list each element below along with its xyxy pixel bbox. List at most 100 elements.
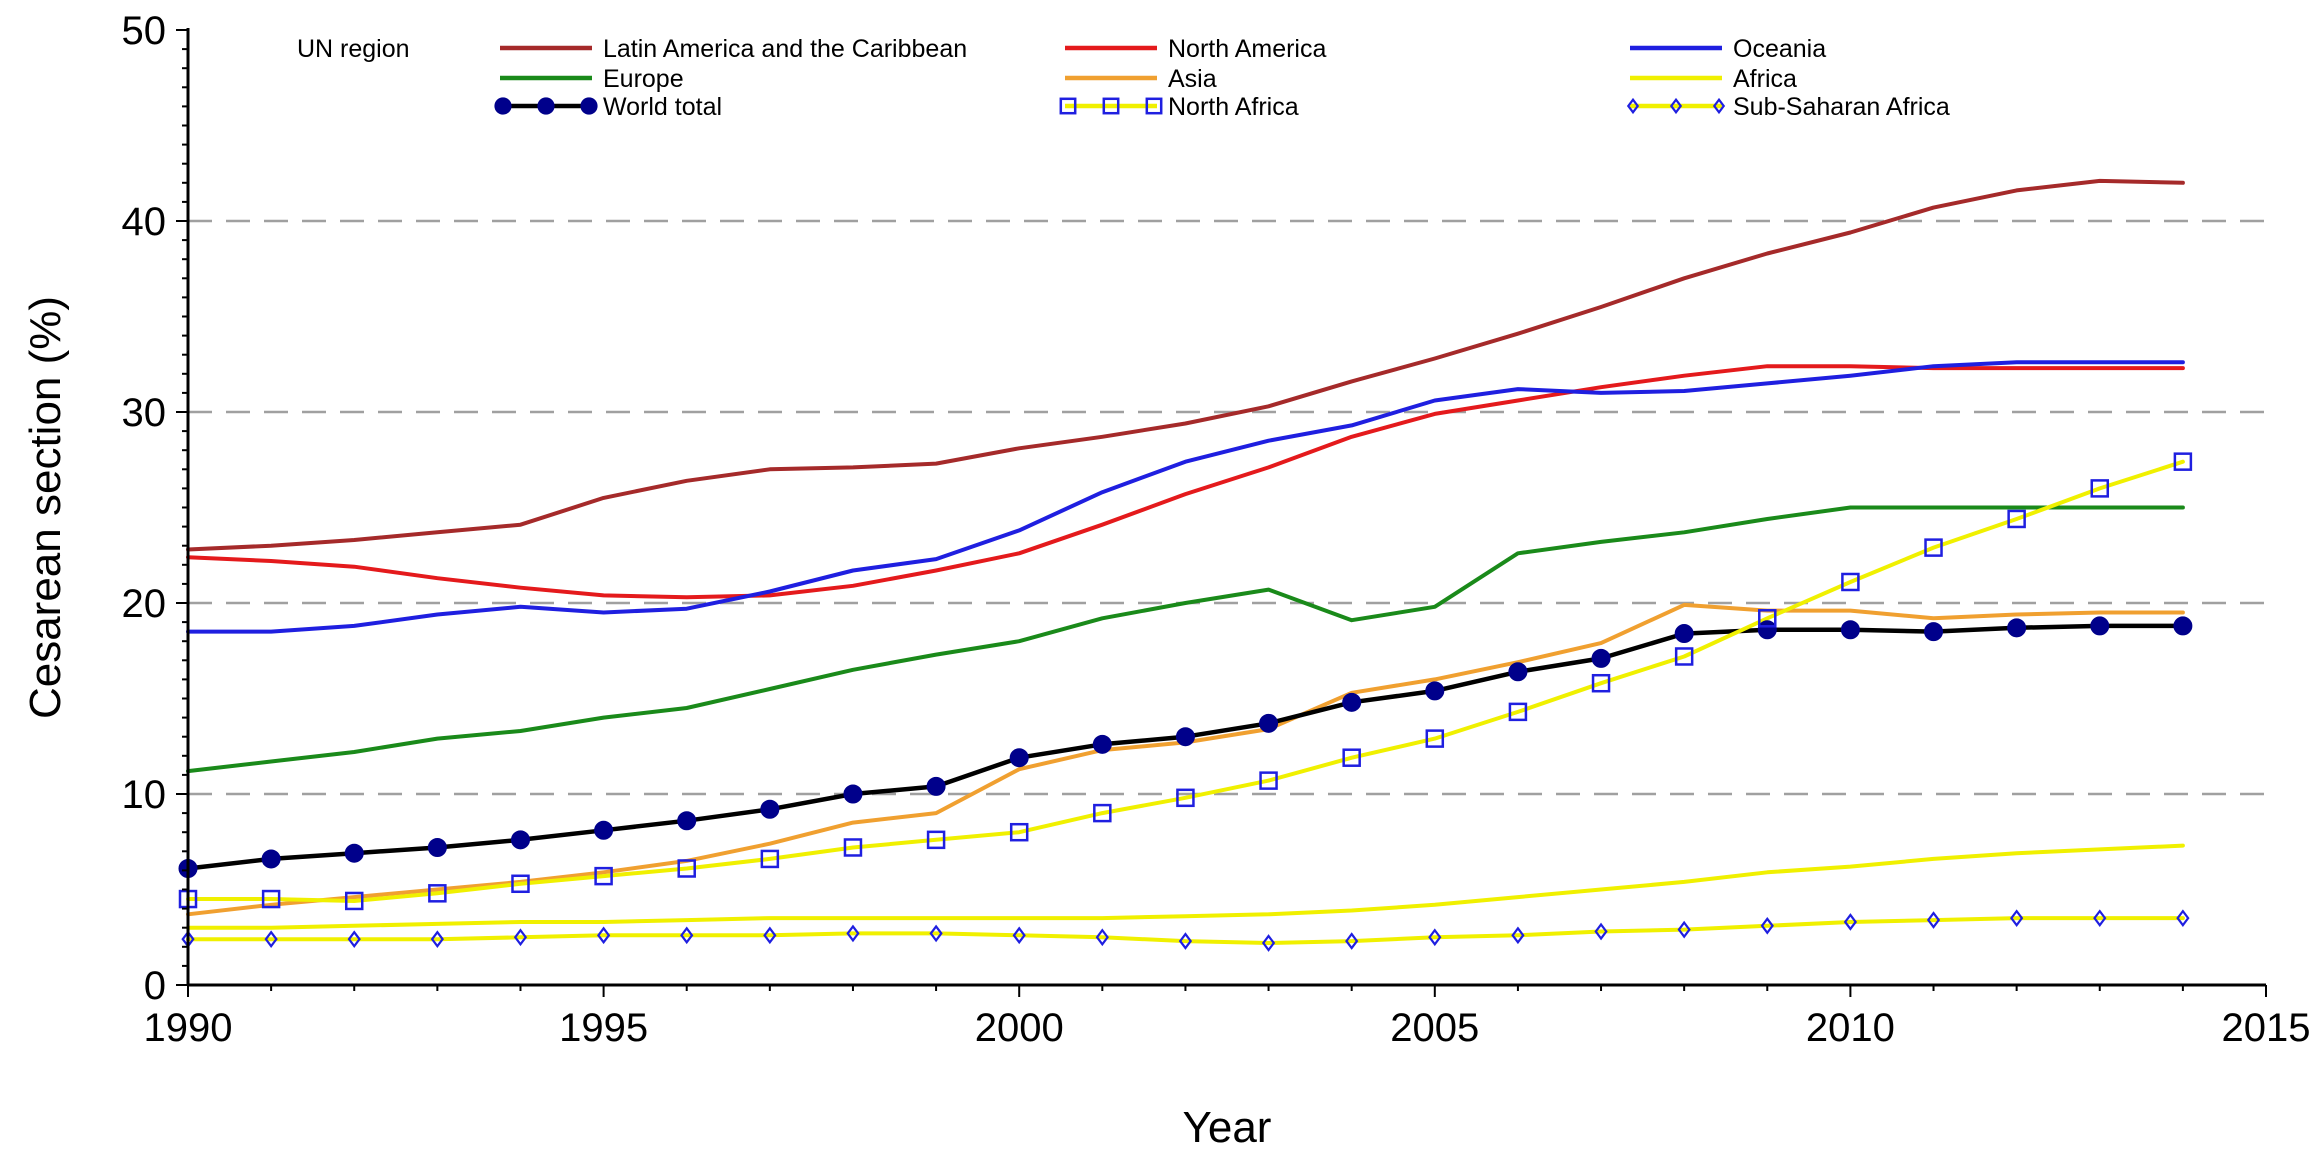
y-tick-label: 40	[122, 200, 167, 244]
data-point-marker	[537, 97, 555, 115]
data-point-marker	[2093, 909, 2107, 927]
data-point-marker	[1145, 97, 1163, 115]
x-tick-label: 2005	[1390, 1006, 1479, 1050]
data-point-marker	[2007, 509, 2026, 529]
data-point-marker	[1342, 748, 1361, 767]
data-point-marker	[926, 830, 946, 850]
data-point-marker	[427, 837, 447, 857]
legend-item: Africa	[1630, 65, 1797, 93]
data-point-marker	[1102, 97, 1120, 115]
data-point-marker	[763, 926, 777, 945]
data-point-marker	[594, 820, 614, 840]
data-point-marker	[1009, 822, 1029, 842]
legend-item: North America	[1065, 35, 1326, 63]
data-point-marker	[1093, 803, 1112, 823]
x-tick-label: 2000	[975, 1006, 1064, 1050]
legend: UN region Latin America and the Caribbea…	[297, 35, 1950, 121]
data-point-marker	[1841, 572, 1860, 592]
data-point-marker	[843, 784, 863, 804]
data-point-marker	[261, 849, 281, 869]
data-point-marker	[1012, 926, 1026, 945]
data-point-marker	[1092, 734, 1112, 754]
data-point-marker	[580, 97, 598, 115]
legend-item: Latin America and the Caribbean	[500, 35, 967, 63]
data-point-marker	[1594, 922, 1608, 941]
legend-item: Europe	[500, 65, 684, 93]
y-tick-label: 10	[122, 773, 167, 817]
data-point-marker	[1259, 771, 1278, 790]
data-point-marker	[760, 849, 780, 869]
data-point-marker	[347, 930, 361, 948]
data-point-marker	[1924, 538, 1943, 557]
axes: 0 10 20 30 40 50 1990 1995 2000 2005 2010 2015	[122, 9, 2311, 1050]
data-point-marker	[511, 874, 530, 894]
data-point-marker	[1924, 622, 1944, 642]
series-line	[186, 505, 2185, 774]
data-point-marker	[1175, 727, 1195, 747]
x-tick-label: 1995	[559, 1006, 648, 1050]
y-tick-label: 30	[122, 391, 167, 435]
data-point-marker	[846, 924, 860, 943]
data-point-marker	[510, 830, 530, 850]
data-point-marker	[1760, 916, 1774, 935]
data-point-marker	[1843, 913, 1858, 931]
y-tick-label: 20	[122, 582, 167, 626]
data-point-marker	[594, 866, 613, 886]
data-point-marker	[1757, 620, 1777, 640]
series-line	[186, 843, 2185, 930]
data-point-marker	[1591, 673, 1611, 693]
data-point-marker	[1758, 609, 1777, 628]
grid-lines	[188, 219, 2266, 796]
legend-item: Oceania	[1630, 35, 1826, 63]
data-point-marker	[2007, 618, 2027, 638]
data-point-marker	[1674, 624, 1694, 644]
data-point-marker	[344, 891, 364, 911]
x-tick-label: 1990	[144, 1006, 233, 1050]
data-point-marker	[1425, 681, 1445, 701]
data-point-marker	[677, 859, 696, 878]
data-point-marker	[1176, 788, 1195, 808]
legend-label: North Africa	[1168, 93, 1299, 121]
x-tick-label: 2015	[2222, 1006, 2311, 1050]
data-point-marker	[1674, 647, 1694, 666]
series-lines	[185, 178, 2186, 945]
data-point-marker	[264, 930, 278, 948]
data-point-marker	[1261, 934, 1276, 952]
data-point-marker	[2173, 616, 2193, 636]
data-point-marker	[2173, 452, 2193, 471]
data-point-marker	[430, 930, 444, 948]
data-point-marker	[1926, 911, 1941, 929]
x-tick-label: 2010	[1806, 1006, 1895, 1050]
data-point-marker	[926, 776, 946, 796]
data-point-marker	[494, 97, 512, 115]
data-point-marker	[1059, 97, 1077, 115]
legend-label: Africa	[1733, 65, 1797, 93]
data-point-marker	[2090, 616, 2110, 636]
series-line	[186, 178, 2185, 552]
data-point-marker	[1508, 662, 1528, 682]
data-point-marker	[1591, 648, 1611, 668]
series-markers	[178, 452, 2193, 952]
data-point-marker	[513, 928, 528, 947]
legend-title: UN region	[297, 35, 410, 63]
legend-label: Sub-Saharan Africa	[1733, 93, 1950, 121]
data-point-marker	[1009, 748, 1029, 768]
data-point-marker	[1425, 729, 1445, 748]
data-point-marker	[1712, 97, 1726, 115]
data-point-marker	[1840, 620, 1860, 640]
legend-item: Asia	[1065, 65, 1217, 93]
legend-label: World total	[603, 93, 722, 121]
data-point-marker	[1178, 932, 1193, 950]
data-point-marker	[1626, 97, 1640, 115]
data-point-marker	[2176, 909, 2190, 927]
data-point-marker	[1345, 932, 1359, 950]
data-point-marker	[680, 926, 694, 945]
legend-item: Sub-Saharan Africa	[1626, 93, 1950, 121]
legend-label: Europe	[603, 65, 684, 93]
legend-label: Oceania	[1733, 35, 1826, 63]
x-axis-title: Year	[1183, 1103, 1272, 1152]
data-point-marker	[677, 811, 697, 831]
legend-item: North Africa	[1059, 93, 1299, 121]
data-point-marker	[1511, 926, 1525, 945]
